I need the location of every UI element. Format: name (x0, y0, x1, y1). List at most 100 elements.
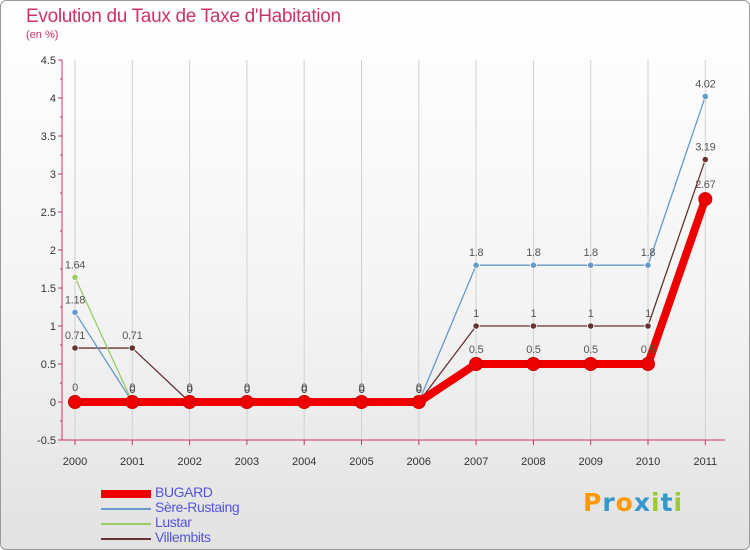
data-point (354, 395, 369, 409)
x-tick-label: 2002 (177, 456, 201, 468)
y-tick-label: 0.5 (41, 359, 56, 371)
data-label: 4.02 (695, 78, 715, 90)
data-label: 1.8 (641, 247, 656, 259)
logo-letter: t (660, 488, 674, 517)
y-tick-label: -0.5 (37, 435, 56, 447)
x-tick-label: 2011 (693, 456, 717, 468)
legend-swatch-lustar (101, 523, 151, 525)
legend-label-villembits: Villembits (155, 529, 211, 545)
data-point (411, 395, 426, 409)
data-label: 0 (187, 384, 193, 396)
data-point (68, 395, 82, 409)
data-label: 0.5 (641, 344, 656, 356)
x-tick-label: 2000 (63, 456, 87, 468)
data-label: 0 (301, 384, 307, 396)
data-label: 0.5 (469, 344, 484, 356)
data-point (472, 261, 480, 269)
series-line-bugard (71, 195, 710, 406)
x-tick-label: 2005 (349, 456, 373, 468)
x-tick-label: 2008 (521, 456, 545, 468)
data-label: 0.5 (583, 344, 598, 356)
data-label: 0 (129, 384, 135, 396)
data-label: 2.67 (695, 179, 715, 191)
data-point (71, 273, 79, 281)
y-tick-label: 1 (50, 321, 56, 333)
legend-swatch-bugard (101, 490, 151, 498)
data-label: 0 (72, 382, 78, 394)
data-label: 0 (187, 382, 193, 394)
data-label: 1 (473, 308, 479, 320)
data-point (641, 357, 655, 371)
data-point (472, 322, 480, 330)
y-tick-label: 2.5 (41, 207, 56, 219)
series-line-s-re-rustaing (74, 95, 706, 403)
x-tick-label: 2006 (407, 456, 431, 468)
data-point (583, 357, 598, 371)
data-point (182, 395, 197, 409)
data-label: 0.71 (65, 330, 85, 342)
data-label: 0.71 (122, 330, 142, 342)
data-point (644, 322, 652, 330)
legend-label-sere-rustaing: Sère-Rustaing (155, 499, 240, 515)
logo-letter: i (651, 488, 661, 517)
data-label: 0 (359, 384, 365, 396)
x-tick-label: 2003 (235, 456, 259, 468)
data-label: 0 (129, 384, 135, 396)
data-point (644, 261, 652, 269)
data-point (71, 344, 79, 352)
data-label: 0 (244, 384, 250, 396)
data-label: 1.18 (65, 294, 85, 306)
legend-label-bugard: BUGARD (155, 484, 213, 500)
y-tick-label: 1.5 (41, 283, 56, 295)
data-point (125, 395, 140, 409)
data-label: 0 (244, 382, 250, 394)
data-label: 1.8 (526, 247, 541, 259)
data-label: 0 (187, 384, 193, 396)
x-tick-label: 2007 (464, 456, 488, 468)
legend-swatch-sere-rustaing (101, 508, 151, 510)
data-label: 0 (359, 382, 365, 394)
y-tick-label: 3.5 (41, 131, 56, 143)
x-tick-label: 2001 (120, 456, 144, 468)
data-label: 3.19 (695, 142, 715, 154)
data-point (529, 261, 538, 269)
data-label: 1.8 (583, 247, 598, 259)
logo-letter: r (602, 488, 616, 517)
logo-letter: o (615, 488, 634, 517)
y-tick-label: 2 (50, 245, 56, 257)
data-label: 0 (416, 384, 422, 396)
data-point (587, 261, 595, 269)
data-label: 0 (129, 382, 135, 394)
data-label: 1.8 (469, 247, 484, 259)
data-point (587, 322, 595, 330)
data-label: 0 (416, 384, 422, 396)
data-label: 0 (416, 382, 422, 394)
y-tick-label: 4 (50, 93, 56, 105)
data-point (297, 395, 312, 409)
data-label: 1.64 (65, 259, 85, 271)
chart-subtitle: (en %) (26, 29, 59, 41)
logo-letter: x (633, 488, 651, 517)
data-point (529, 322, 538, 330)
legend-label-lustar: Lustar (155, 514, 192, 530)
data-label: 0 (301, 384, 307, 396)
legend-swatch-villembits (101, 538, 151, 540)
x-tick-label: 2004 (292, 456, 316, 468)
data-label: 0 (187, 384, 193, 396)
data-label: 1 (645, 308, 651, 320)
y-tick-label: 0 (50, 397, 56, 409)
data-point (239, 395, 254, 409)
data-label: 0.5 (526, 344, 541, 356)
data-label: 0 (244, 384, 250, 396)
data-point (469, 357, 484, 371)
data-label: 1 (530, 308, 536, 320)
data-point (71, 308, 79, 316)
x-tick-label: 2010 (636, 456, 660, 468)
data-point (526, 357, 541, 371)
x-tick-label: 2009 (578, 456, 602, 468)
logo-letter: i (673, 488, 684, 517)
data-label: 0 (301, 382, 307, 394)
data-label: 0 (244, 384, 250, 396)
logo-letter: P (583, 488, 603, 517)
